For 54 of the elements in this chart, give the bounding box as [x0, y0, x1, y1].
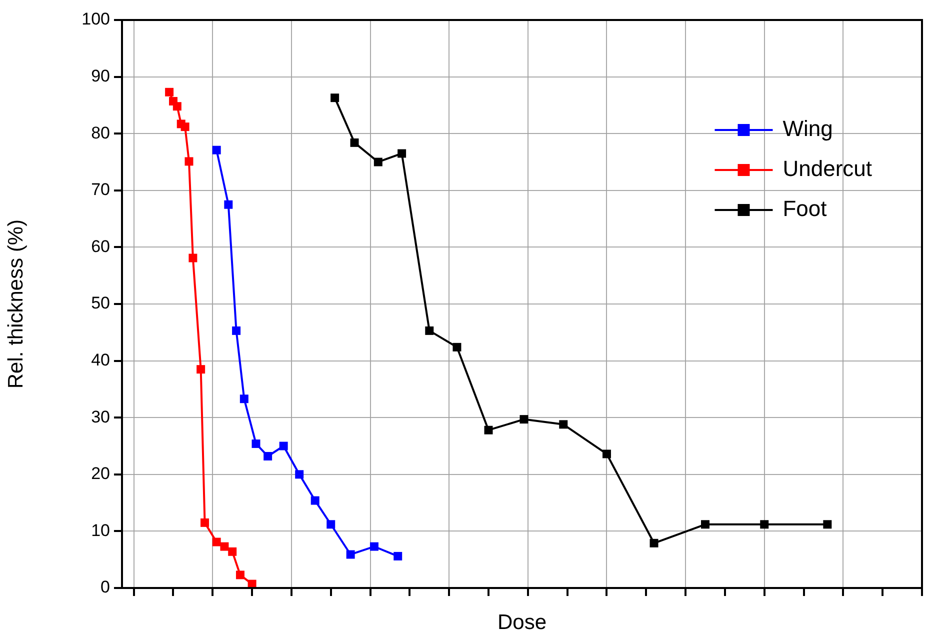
point	[200, 518, 209, 527]
legend-label: Wing	[782, 116, 833, 142]
point	[520, 415, 528, 424]
y-tick-label: 80	[91, 123, 110, 142]
legend-label: Undercut	[782, 156, 872, 182]
point	[228, 547, 237, 556]
point	[252, 439, 260, 448]
point	[212, 146, 221, 154]
point	[374, 158, 382, 166]
point	[188, 254, 198, 262]
point	[398, 149, 406, 158]
point	[184, 157, 194, 166]
point	[346, 550, 355, 559]
point	[602, 450, 611, 458]
point	[559, 420, 568, 429]
point	[701, 520, 710, 529]
point	[172, 102, 182, 111]
y-tick-label: 70	[91, 180, 110, 200]
point	[224, 200, 233, 209]
point	[330, 94, 340, 102]
point	[236, 570, 244, 580]
point	[394, 552, 402, 560]
point	[240, 394, 248, 404]
x-axis-title: Dose	[497, 611, 547, 634]
y-tick-label: 90	[91, 66, 110, 86]
point	[295, 470, 304, 479]
point	[165, 88, 174, 96]
point	[180, 122, 190, 132]
point	[760, 520, 769, 529]
point	[350, 138, 359, 147]
point	[484, 426, 493, 434]
y-tick-label: 50	[91, 294, 110, 313]
point	[452, 342, 462, 352]
point	[425, 326, 434, 335]
point	[196, 365, 206, 374]
y-tick-label: 40	[91, 350, 110, 370]
point	[326, 520, 336, 529]
point	[264, 452, 272, 460]
y-tick-label: 20	[91, 464, 110, 484]
y-axis-title: Rel. thickness (%)	[4, 219, 28, 389]
y-tick-label: 60	[91, 236, 110, 256]
point	[370, 542, 378, 551]
legend-label: Foot	[782, 196, 827, 222]
point	[232, 326, 241, 335]
point	[212, 538, 221, 546]
y-tick-label: 10	[91, 520, 110, 540]
point	[220, 542, 229, 551]
point	[310, 496, 320, 505]
y-tick-label: 30	[91, 407, 110, 426]
point	[650, 538, 658, 548]
point	[279, 442, 288, 450]
y-tick-label: 0	[100, 578, 110, 597]
point	[823, 520, 832, 529]
y-tick-label: 100	[82, 10, 110, 29]
